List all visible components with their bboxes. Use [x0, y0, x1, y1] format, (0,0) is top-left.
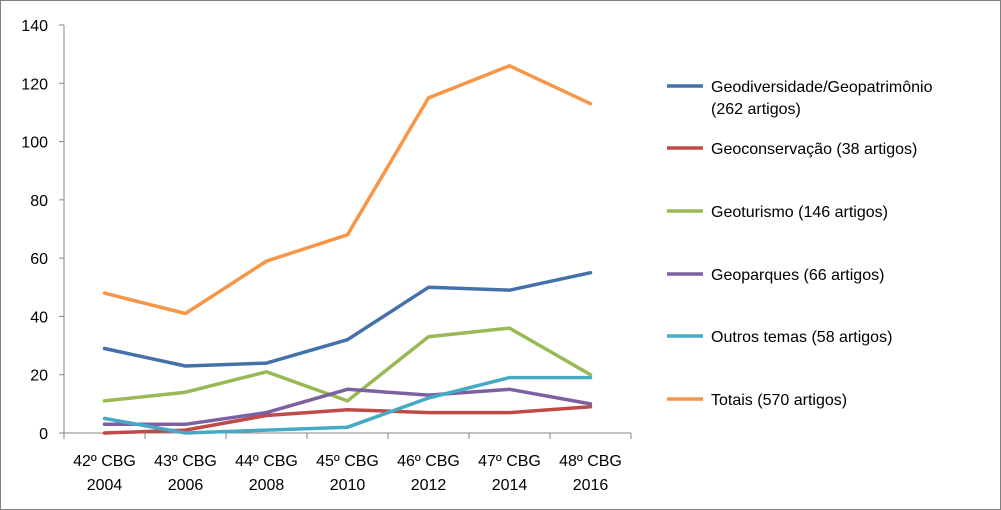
y-tick-label: 80	[30, 193, 48, 210]
x-tick-label: 48º CBG 2016	[559, 453, 622, 494]
legend: Geodiversidade/Geopatrimônio (262 artigos…	[667, 79, 933, 409]
series-line-6	[102, 64, 593, 316]
series-line-3	[102, 326, 593, 403]
y-tick-label: 140	[21, 18, 48, 35]
series-line-1	[102, 270, 593, 368]
y-tick-label: 120	[21, 76, 48, 93]
y-tick-label: 20	[30, 368, 48, 385]
x-tick-label: 46º CBG 2012	[397, 453, 460, 494]
legend-label-1: Geodiversidade/Geopatrimônio (262 artigos…	[711, 79, 933, 118]
legend-label-2: Geoconservação (38 artigos)	[711, 141, 917, 158]
legend-label-3: Geoturismo (146 artigos)	[711, 204, 888, 221]
y-tick-label: 0	[39, 426, 48, 443]
y-tick-label: 100	[21, 135, 48, 152]
legend-label-6: Totais (570 artigos)	[711, 392, 847, 409]
x-tick-labels: 42º CBG 2004 43º CBG 2006 44º CBG 2008 45º CBG…	[73, 453, 622, 494]
series-line-4	[102, 387, 593, 427]
series-line-2	[102, 405, 593, 435]
y-tick-label: 60	[30, 251, 48, 268]
x-tick-label: 43º CBG 2006	[154, 453, 217, 494]
x-tick-label: 45º CBG 2010	[316, 453, 379, 494]
x-tick-label: 42º CBG 2004	[73, 453, 136, 494]
x-tick-label: 44º CBG 2008	[235, 453, 298, 494]
legend-label-5: Outros temas (58 artigos)	[711, 329, 892, 346]
series-line-5	[102, 375, 593, 435]
legend-label-4: Geoparques (66 artigos)	[711, 267, 884, 284]
axes	[59, 24, 632, 439]
y-tick-label: 40	[30, 309, 48, 326]
y-tick-labels: 0 20 40 60 80 100 120 140	[21, 18, 48, 443]
x-tick-label: 47º CBG 2014	[478, 453, 541, 494]
series-lines	[102, 64, 593, 435]
